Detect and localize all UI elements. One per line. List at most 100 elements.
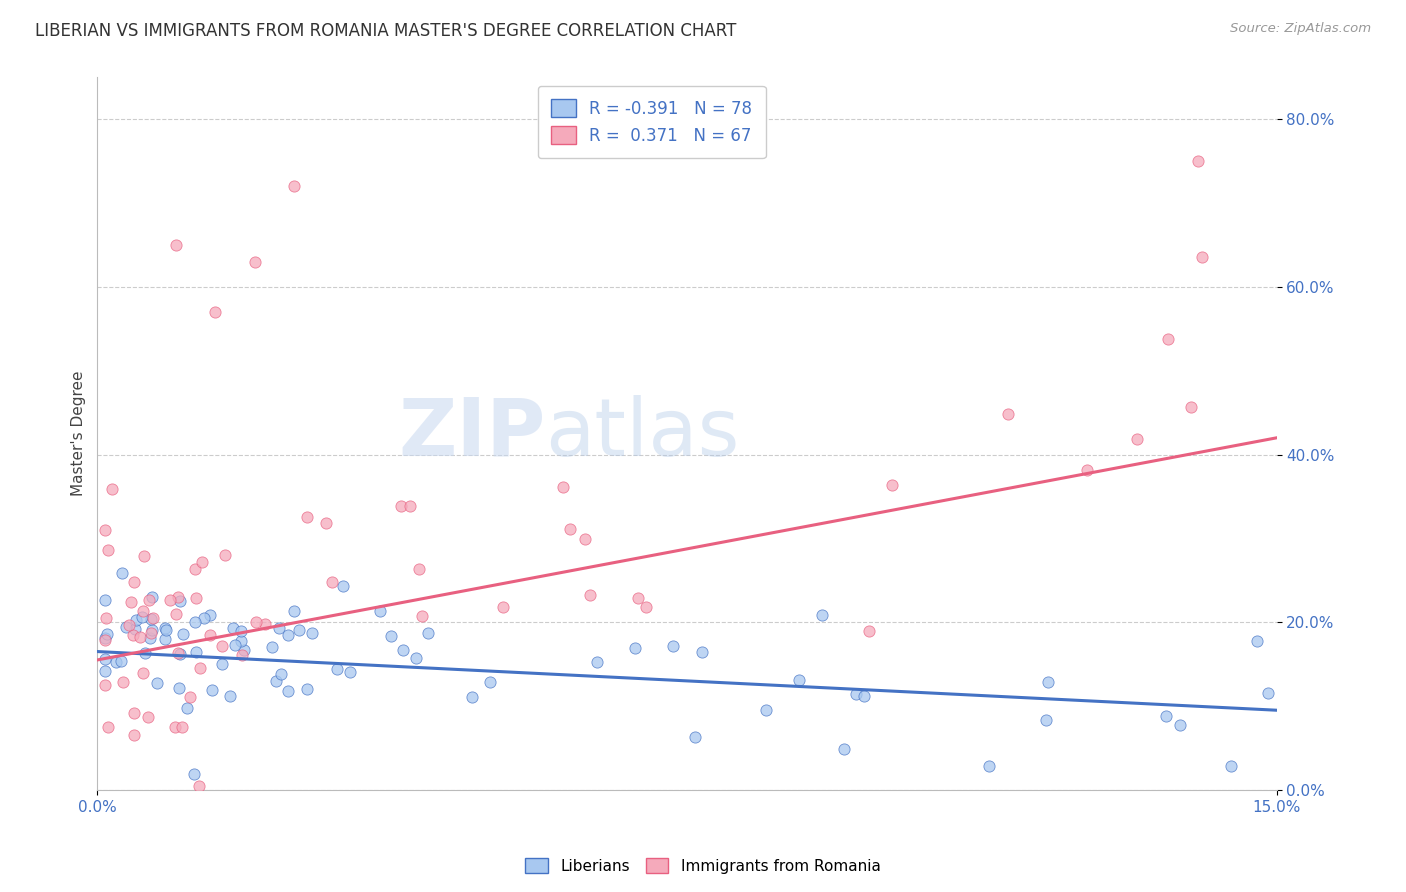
Point [1180, 400, 1202, 414]
Point [112, 674, 135, 689]
Point [169, 594, 191, 608]
Point [131, 610, 153, 624]
Point [297, 681, 319, 696]
Point [301, 625, 323, 640]
Point [166, 590, 188, 604]
Point [128, 630, 150, 644]
Point [176, 701, 198, 715]
Legend: Liberians, Immigrants from Romania: Liberians, Immigrants from Romania [519, 852, 887, 880]
Point [277, 628, 299, 642]
Point [977, 759, 1000, 773]
Point [1156, 708, 1178, 723]
Point [233, 643, 256, 657]
Point [191, 555, 214, 569]
Point [132, 665, 155, 680]
Point [579, 588, 602, 602]
Point [224, 639, 246, 653]
Point [186, 644, 208, 658]
Text: LIBERIAN VS IMMIGRANTS FROM ROMANIA MASTER'S DEGREE CORRELATION CHART: LIBERIAN VS IMMIGRANTS FROM ROMANIA MAST… [35, 22, 737, 40]
Point [124, 622, 146, 636]
Point [101, 482, 124, 496]
Point [94, 678, 117, 692]
Point [411, 609, 433, 624]
Point [623, 641, 645, 656]
Point [551, 480, 574, 494]
Point [405, 651, 427, 665]
Point [141, 623, 163, 637]
Point [201, 682, 224, 697]
Point [321, 575, 343, 590]
Point [165, 238, 187, 252]
Point [122, 728, 145, 742]
Point [138, 631, 160, 645]
Point [121, 628, 143, 642]
Point [574, 532, 596, 546]
Point [97, 543, 120, 558]
Point [315, 516, 337, 531]
Point [295, 510, 318, 524]
Point [858, 624, 880, 639]
Point [118, 617, 141, 632]
Point [389, 499, 412, 513]
Point [211, 657, 233, 672]
Point [636, 599, 658, 614]
Point [172, 627, 194, 641]
Point [179, 690, 201, 704]
Point [190, 661, 212, 675]
Point [214, 548, 236, 562]
Point [204, 305, 226, 319]
Point [184, 562, 207, 576]
Point [153, 621, 176, 635]
Point [882, 478, 904, 492]
Text: atlas: atlas [546, 394, 740, 473]
Point [97, 721, 120, 735]
Point [132, 604, 155, 618]
Y-axis label: Master's Degree: Master's Degree [72, 371, 86, 496]
Point [138, 592, 160, 607]
Point [1157, 333, 1180, 347]
Point [418, 626, 440, 640]
Point [1126, 432, 1149, 446]
Point [1076, 463, 1098, 477]
Point [1257, 686, 1279, 700]
Point [183, 767, 205, 781]
Point [231, 624, 253, 639]
Point [283, 179, 305, 194]
Point [844, 687, 866, 701]
Point [104, 655, 127, 669]
Point [169, 647, 191, 661]
Point [94, 523, 117, 537]
Point [110, 654, 132, 668]
Point [478, 674, 501, 689]
Point [139, 626, 162, 640]
Point [380, 629, 402, 643]
Point [94, 652, 117, 666]
Point [391, 643, 413, 657]
Point [186, 591, 208, 605]
Point [94, 632, 117, 646]
Point [146, 675, 169, 690]
Point [683, 731, 706, 745]
Point [94, 633, 117, 648]
Point [193, 611, 215, 625]
Point [111, 566, 134, 580]
Point [218, 689, 240, 703]
Point [124, 614, 146, 628]
Point [288, 624, 311, 638]
Point [332, 579, 354, 593]
Point [1035, 713, 1057, 727]
Point [94, 593, 117, 607]
Point [142, 611, 165, 625]
Point [1187, 154, 1209, 169]
Point [183, 615, 205, 630]
Point [155, 632, 177, 647]
Point [163, 720, 186, 734]
Point [211, 639, 233, 653]
Point [270, 667, 292, 681]
Point [167, 647, 190, 661]
Point [122, 706, 145, 720]
Point [787, 673, 810, 688]
Point [262, 640, 284, 654]
Point [264, 673, 287, 688]
Point [134, 646, 156, 660]
